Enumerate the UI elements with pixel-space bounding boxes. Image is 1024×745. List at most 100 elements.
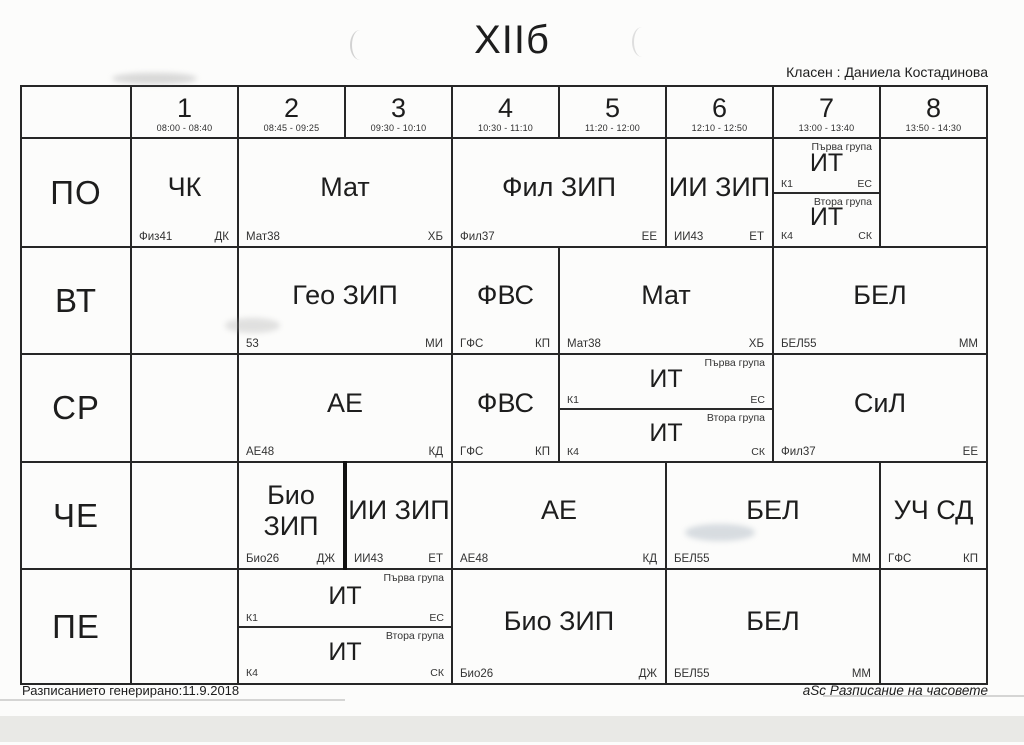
subject: ИТ xyxy=(328,638,362,667)
lesson-cell: Мат Мат38 ХБ xyxy=(237,137,453,248)
page-title: XIIб xyxy=(474,18,550,62)
period-header-8: 8 13:50 - 14:30 xyxy=(879,85,988,139)
subject: ФВС xyxy=(476,280,535,310)
lesson-cell: СиЛ Фил37 ЕЕ xyxy=(772,353,988,463)
subject: Био ЗИП xyxy=(503,606,615,636)
subject: УЧ СД xyxy=(893,495,974,525)
room: Мат38 xyxy=(246,231,280,243)
lesson-cell: БЕЛ БЕЛ55 ММ xyxy=(772,246,988,355)
day-row-tuesday: ВТ Гео ЗИП 53 МИ ФВС ГФС КП Мат Мат38 ХБ… xyxy=(20,246,988,355)
period-header-3: 3 09:30 - 10:10 xyxy=(344,85,453,139)
subject: СиЛ xyxy=(853,387,907,418)
lesson-cell: ИИ ЗИП ИИ43 ЕТ xyxy=(343,461,453,570)
group-label: Първа група xyxy=(704,357,766,369)
room: ГФС xyxy=(460,446,484,458)
generated-date-label: Разписанието генерирано:11.9.2018 xyxy=(22,683,240,698)
group-label: Втора група xyxy=(385,629,444,642)
teacher: КД xyxy=(642,553,658,565)
teacher: ММ xyxy=(851,553,871,565)
teacher: КП xyxy=(963,553,978,565)
lesson-cell: АЕ АЕ48 КД xyxy=(237,353,453,463)
teacher: ХБ xyxy=(748,338,764,350)
subject: БЕЛ xyxy=(746,495,800,525)
group-label: Втора група xyxy=(706,411,765,424)
lesson-cell: Био ЗИП Био26 ДЖ xyxy=(451,568,667,685)
timetable: 1 08:00 - 08:40 2 08:45 - 09:25 3 09:30 - 1… xyxy=(20,85,988,685)
teacher: ЕТ xyxy=(749,231,764,243)
subject: ИТ xyxy=(649,418,683,447)
group-label: Втора група xyxy=(813,195,872,208)
period-number: 4 xyxy=(497,92,514,123)
subject: ФВС xyxy=(476,387,535,418)
room: ИИ43 xyxy=(674,231,704,243)
period-header-7: 7 13:00 - 13:40 xyxy=(772,85,881,139)
day-label-wednesday: СР xyxy=(20,353,132,463)
group-label: Първа група xyxy=(811,141,873,153)
group-block-first: Първа група ИТ К1 ЕС xyxy=(560,355,772,408)
room: ИИ43 xyxy=(354,553,384,565)
lesson-cell: БЕЛ БЕЛ55 ММ xyxy=(665,461,881,570)
lesson-cell: Био ЗИП Био26 ДЖ xyxy=(237,461,346,570)
period-number: 3 xyxy=(390,92,407,123)
teacher: СК xyxy=(751,446,765,458)
teacher: ЕС xyxy=(857,177,872,190)
room: АЕ48 xyxy=(246,446,275,458)
period-time: 12:10 - 12:50 xyxy=(691,123,748,134)
empty-cell xyxy=(879,568,988,685)
room: К4 xyxy=(781,230,793,242)
teacher: КП xyxy=(535,338,550,350)
subject: АЕ xyxy=(540,495,578,525)
empty-cell xyxy=(879,137,988,248)
lesson-cell: ФВС ГФС КП xyxy=(451,246,560,355)
period-header-row: 1 08:00 - 08:40 2 08:45 - 09:25 3 09:30 - 1… xyxy=(20,85,988,139)
subject: Био ЗИП xyxy=(263,479,319,541)
group-block-first: Първа група ИТ К1 ЕС xyxy=(239,570,451,626)
teacher: ММ xyxy=(851,668,871,680)
subject: ИТ xyxy=(809,149,844,178)
room: К4 xyxy=(567,446,579,458)
teacher: ЕС xyxy=(429,611,444,624)
subject: ИИ ЗИП xyxy=(348,495,450,525)
period-time: 13:00 - 13:40 xyxy=(798,123,855,134)
split-lesson-cell: Първа група ИТ К1 ЕС Втора група ИТ К4 С… xyxy=(772,137,881,248)
group-block-first: Първа група ИТ К1 ЕС xyxy=(774,139,879,192)
subject: ИИ ЗИП xyxy=(668,172,771,202)
lesson-cell: АЕ АЕ48 КД xyxy=(451,461,667,570)
empty-cell xyxy=(130,461,239,570)
room: Физ41 xyxy=(139,231,173,243)
teacher: КП xyxy=(535,446,550,458)
room: ГФС xyxy=(888,553,912,565)
day-row-wednesday: СР АЕ АЕ48 КД ФВС ГФС КП Първа група ИТ … xyxy=(20,353,988,463)
period-time: 13:50 - 14:30 xyxy=(905,123,962,134)
period-number: 6 xyxy=(711,92,728,123)
period-number: 7 xyxy=(818,92,835,123)
teacher: ДЖ xyxy=(316,553,335,565)
subject: БЕЛ xyxy=(746,606,800,636)
lesson-cell: Мат Мат38 ХБ xyxy=(558,246,774,355)
room: К1 xyxy=(246,611,258,624)
day-label-monday: ПО xyxy=(20,137,132,248)
period-time: 08:00 - 08:40 xyxy=(156,123,213,134)
period-number: 5 xyxy=(604,92,621,123)
day-row-friday: ПЕ Първа група ИТ К1 ЕС Втора група ИТ К… xyxy=(20,568,988,685)
subject: Мат xyxy=(641,280,691,310)
room: БЕЛ55 xyxy=(674,668,710,680)
asc-credit-label: aSc Разписание на часовете xyxy=(802,683,988,698)
split-lesson-cell: Първа група ИТ К1 ЕС Втора група ИТ К4 С… xyxy=(558,353,774,463)
period-number: 1 xyxy=(176,92,193,123)
room: К1 xyxy=(567,393,579,406)
room: К1 xyxy=(781,177,793,190)
group-block-second: Втора група ИТ К4 СК xyxy=(239,625,451,682)
lesson-cell: ФВС ГФС КП xyxy=(451,353,560,463)
room: Фил37 xyxy=(460,231,495,243)
empty-cell xyxy=(130,353,239,463)
teacher: СК xyxy=(430,667,444,679)
period-header-6: 6 12:10 - 12:50 xyxy=(665,85,774,139)
room: Био26 xyxy=(246,553,280,565)
split-lesson-cell: Първа група ИТ К1 ЕС Втора група ИТ К4 С… xyxy=(237,568,453,685)
room: АЕ48 xyxy=(460,553,489,565)
period-time: 08:45 - 09:25 xyxy=(263,123,320,134)
lesson-cell: Фил ЗИП Фил37 ЕЕ xyxy=(451,137,667,248)
lesson-cell: Гео ЗИП 53 МИ xyxy=(237,246,453,355)
class-teacher-label: Класен : Даниела Костадинова xyxy=(786,64,988,80)
